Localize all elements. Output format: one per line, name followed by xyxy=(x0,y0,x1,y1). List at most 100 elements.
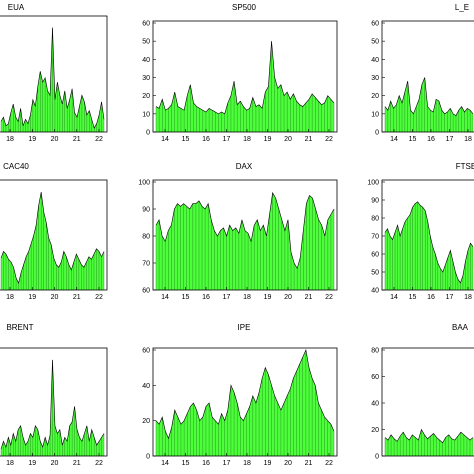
x-tick-label: 20 xyxy=(284,136,292,143)
x-tick-label: 18 xyxy=(243,294,251,301)
panel-5: FTSE 14 15 16 17 18 40 50 60 70 80 90 100 xyxy=(367,162,474,301)
plot-frame xyxy=(152,20,338,133)
series-line xyxy=(0,191,105,285)
x-tick-label: 18 xyxy=(243,136,251,143)
x-tick-label: 16 xyxy=(202,294,210,301)
x-tick-label: 18 xyxy=(6,294,14,301)
x-tick-label: 18 xyxy=(6,460,14,467)
plot-frame xyxy=(0,347,108,457)
panel-title: CAC40 xyxy=(3,162,29,171)
series-area xyxy=(156,350,334,456)
x-tick-label: 17 xyxy=(446,136,454,143)
y-tick-label: 60 xyxy=(142,348,150,355)
series-line xyxy=(384,77,474,117)
x-tick-label: 16 xyxy=(427,294,435,301)
panel-title: EUA xyxy=(8,3,25,12)
y-tick-label: 0 xyxy=(375,130,379,137)
plot-frame xyxy=(381,347,474,457)
x-tick-label: 15 xyxy=(182,460,190,467)
x-tick-label: 20 xyxy=(51,460,59,467)
plot-frame xyxy=(152,347,338,457)
x-tick-label: 15 xyxy=(182,294,190,301)
x-tick-label: 21 xyxy=(305,294,313,301)
panel-1: SP500 14 15 16 17 18 19 20 21 22 0 10 20 30 40 50 60 xyxy=(142,3,338,143)
x-tick-label: 20 xyxy=(284,294,292,301)
panel-title: L_E xyxy=(455,3,469,12)
panel-7: IPE 14 15 16 17 18 19 20 21 22 0 20 40 60 xyxy=(142,323,338,467)
panel-title: IPE xyxy=(238,323,251,332)
y-tick-label: 100 xyxy=(367,180,379,187)
y-tick-label: 0 xyxy=(375,454,379,461)
y-tick-label: 40 xyxy=(142,57,150,64)
x-tick-label: 22 xyxy=(95,294,103,301)
x-tick-label: 16 xyxy=(427,136,435,143)
series-area xyxy=(1,192,104,290)
y-tick-label: 20 xyxy=(371,427,379,434)
x-tick-label: 21 xyxy=(305,136,313,143)
plot-frame xyxy=(381,20,474,133)
y-tick-label: 60 xyxy=(371,21,379,28)
panel-3: CAC40 18 19 20 21 22 xyxy=(0,162,108,301)
y-tick-label: 50 xyxy=(142,39,150,46)
x-tick-label: 17 xyxy=(223,136,231,143)
x-tick-label: 20 xyxy=(284,460,292,467)
y-tick-label: 40 xyxy=(142,383,150,390)
x-tick-label: 22 xyxy=(325,294,333,301)
x-tick-label: 19 xyxy=(28,136,36,143)
x-tick-label: 19 xyxy=(28,294,36,301)
y-tick-label: 90 xyxy=(371,198,379,205)
y-tick-label: 80 xyxy=(371,216,379,223)
x-tick-label: 15 xyxy=(182,136,190,143)
plot-frame xyxy=(381,179,474,291)
panel-title: BRENT xyxy=(6,323,33,332)
series-line xyxy=(0,359,105,450)
y-tick-label: 20 xyxy=(142,93,150,100)
panel-title: FTSE xyxy=(456,162,474,171)
panel-4: DAX 14 15 16 17 18 19 20 21 22 60 70 80 90 100 xyxy=(138,162,338,301)
y-tick-label: 30 xyxy=(142,75,150,82)
x-tick-label: 16 xyxy=(202,136,210,143)
series-area xyxy=(385,77,473,132)
y-tick-label: 0 xyxy=(146,454,150,461)
y-tick-label: 60 xyxy=(371,252,379,259)
series-area xyxy=(385,201,473,290)
panel-2: L_E 14 15 16 17 18 0 10 20 30 40 50 60 xyxy=(371,3,474,143)
x-tick-label: 14 xyxy=(161,294,169,301)
panel-0: EUA 18 19 20 21 22 xyxy=(0,3,108,143)
x-tick-label: 15 xyxy=(409,136,417,143)
y-tick-label: 50 xyxy=(371,270,379,277)
panel-8: BAA 0 20 40 60 80 xyxy=(371,323,474,461)
x-tick-label: 22 xyxy=(95,136,103,143)
x-tick-label: 14 xyxy=(161,460,169,467)
x-tick-label: 22 xyxy=(325,136,333,143)
y-tick-label: 60 xyxy=(371,374,379,381)
x-tick-label: 17 xyxy=(446,294,454,301)
x-tick-label: 18 xyxy=(464,294,472,301)
panel-6: BRENT 18 19 20 21 22 xyxy=(0,323,108,467)
plot-frame xyxy=(152,179,338,291)
x-tick-label: 20 xyxy=(51,294,59,301)
series-line xyxy=(384,428,474,444)
y-tick-label: 10 xyxy=(371,111,379,118)
series-line xyxy=(155,191,335,270)
y-tick-label: 40 xyxy=(371,288,379,295)
x-tick-label: 18 xyxy=(6,136,14,143)
x-tick-label: 20 xyxy=(51,136,59,143)
series-area xyxy=(156,41,334,132)
x-tick-label: 19 xyxy=(264,294,272,301)
y-tick-label: 10 xyxy=(142,111,150,118)
x-tick-label: 14 xyxy=(390,294,398,301)
x-tick-label: 22 xyxy=(325,460,333,467)
y-tick-label: 50 xyxy=(371,39,379,46)
y-tick-label: 60 xyxy=(142,21,150,28)
x-tick-label: 19 xyxy=(264,136,272,143)
y-tick-label: 70 xyxy=(371,234,379,241)
y-tick-label: 0 xyxy=(146,130,150,137)
x-tick-label: 16 xyxy=(202,460,210,467)
y-tick-label: 80 xyxy=(142,234,150,241)
x-tick-label: 21 xyxy=(73,294,81,301)
x-tick-label: 14 xyxy=(390,136,398,143)
x-tick-label: 18 xyxy=(464,136,472,143)
x-tick-label: 18 xyxy=(243,460,251,467)
series-area xyxy=(385,429,473,456)
